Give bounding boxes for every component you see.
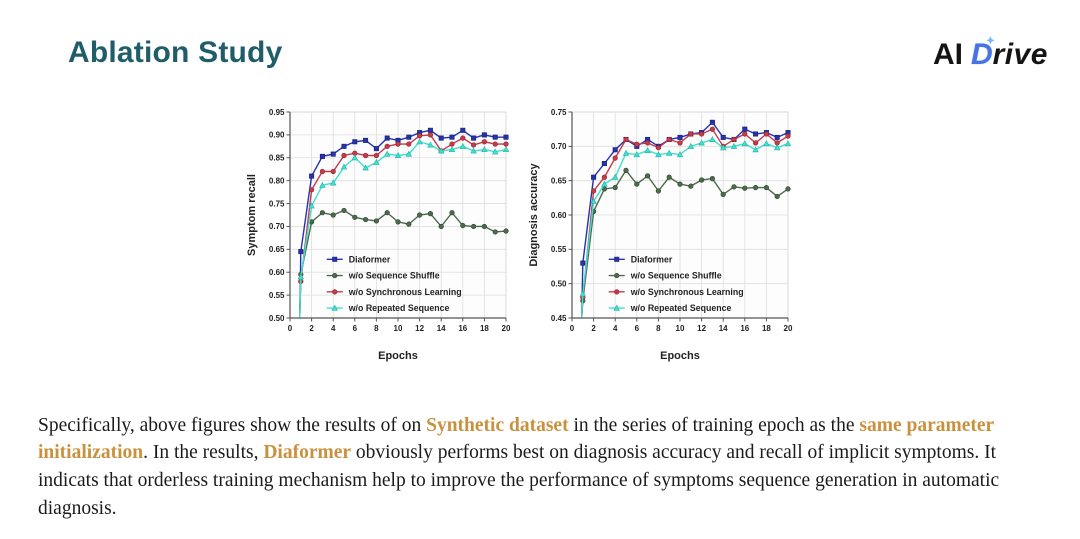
- gear-d-icon: D: [971, 36, 994, 72]
- svg-text:2: 2: [591, 324, 596, 333]
- svg-text:0.80: 0.80: [269, 176, 285, 185]
- svg-text:0.95: 0.95: [269, 108, 285, 117]
- svg-text:w/o Synchronous Learning: w/o Synchronous Learning: [630, 287, 744, 297]
- svg-text:Diaformer: Diaformer: [349, 254, 391, 264]
- svg-text:16: 16: [740, 324, 749, 333]
- ai-drive-logo: AI D rive: [932, 36, 1048, 72]
- svg-text:w/o Repeated Sequence: w/o Repeated Sequence: [630, 303, 732, 313]
- svg-text:6: 6: [635, 324, 640, 333]
- svg-text:0.50: 0.50: [269, 314, 285, 323]
- svg-text:10: 10: [676, 324, 685, 333]
- svg-text:0.70: 0.70: [269, 222, 285, 231]
- logo-ai-text: AI: [932, 38, 963, 71]
- svg-text:2: 2: [309, 324, 314, 333]
- highlighted-term: Diaformer: [263, 442, 352, 464]
- highlighted-term: same parameter initialization: [38, 414, 994, 464]
- svg-text:4: 4: [613, 324, 618, 333]
- svg-text:0.60: 0.60: [551, 211, 567, 220]
- charts-row: 0 2 4 6 8 10 12 14 16 18 20 0.50 0.55 0.60 0.65 0.70 0.7…: [244, 98, 798, 366]
- svg-text:Epochs: Epochs: [660, 350, 700, 362]
- svg-text:20: 20: [784, 324, 793, 333]
- svg-text:8: 8: [374, 324, 379, 333]
- svg-text:w/o Repeated Sequence: w/o Repeated Sequence: [348, 303, 450, 313]
- svg-text:0.50: 0.50: [551, 279, 567, 288]
- symptom-recall-chart: 0 2 4 6 8 10 12 14 16 18 20 0.50 0.55 0.60 0.65 0.70 0.7…: [244, 98, 516, 366]
- svg-text:0.65: 0.65: [551, 176, 567, 185]
- svg-text:12: 12: [697, 324, 706, 333]
- svg-text:0.55: 0.55: [269, 291, 285, 300]
- svg-text:0.70: 0.70: [551, 142, 567, 151]
- svg-text:w/o Synchronous Learning: w/o Synchronous Learning: [348, 287, 462, 297]
- svg-text:Diagnosis accuracy: Diagnosis accuracy: [528, 162, 540, 266]
- svg-text:0.90: 0.90: [269, 131, 285, 140]
- svg-text:0.75: 0.75: [551, 108, 567, 117]
- svg-text:14: 14: [437, 324, 446, 333]
- svg-text:20: 20: [502, 324, 511, 333]
- page-title: Ablation Study: [68, 36, 283, 69]
- svg-text:0: 0: [288, 324, 293, 333]
- svg-text:0.75: 0.75: [269, 199, 285, 208]
- svg-text:0.60: 0.60: [269, 268, 285, 277]
- highlighted-term: Synthetic dataset: [426, 414, 569, 436]
- svg-text:6: 6: [353, 324, 358, 333]
- svg-text:18: 18: [762, 324, 771, 333]
- diagnosis-accuracy-chart: 0 2 4 6 8 10 12 14 16 18 20 0.45 0.50 0.55 0.60 0.65 0.7…: [526, 98, 798, 366]
- svg-text:8: 8: [656, 324, 661, 333]
- svg-text:12: 12: [415, 324, 424, 333]
- paragraph-text: in the series of training epoch as the: [568, 414, 860, 436]
- svg-text:Diaformer: Diaformer: [631, 254, 673, 264]
- body-paragraph: Specifically, above figures show the res…: [38, 412, 1052, 523]
- svg-text:18: 18: [480, 324, 489, 333]
- svg-text:w/o Sequence Shuffle: w/o Sequence Shuffle: [630, 271, 722, 281]
- svg-text:0.45: 0.45: [551, 314, 567, 323]
- paragraph-text: obviously performs best on diagnosis acc…: [38, 442, 1000, 519]
- svg-text:w/o Sequence Shuffle: w/o Sequence Shuffle: [348, 271, 440, 281]
- svg-text:Epochs: Epochs: [378, 350, 418, 362]
- paragraph-text: . In the results,: [143, 442, 264, 464]
- svg-text:0: 0: [570, 324, 575, 333]
- svg-text:0.55: 0.55: [551, 245, 567, 254]
- svg-text:0.65: 0.65: [269, 245, 285, 254]
- svg-text:14: 14: [719, 324, 728, 333]
- logo-rive-text: rive: [992, 38, 1048, 71]
- svg-text:0.85: 0.85: [269, 154, 285, 163]
- svg-text:16: 16: [458, 324, 467, 333]
- svg-text:10: 10: [394, 324, 403, 333]
- svg-text:Symptom recall: Symptom recall: [246, 174, 258, 256]
- svg-text:4: 4: [331, 324, 336, 333]
- paragraph-text: Specifically, above figures show the res…: [38, 414, 427, 436]
